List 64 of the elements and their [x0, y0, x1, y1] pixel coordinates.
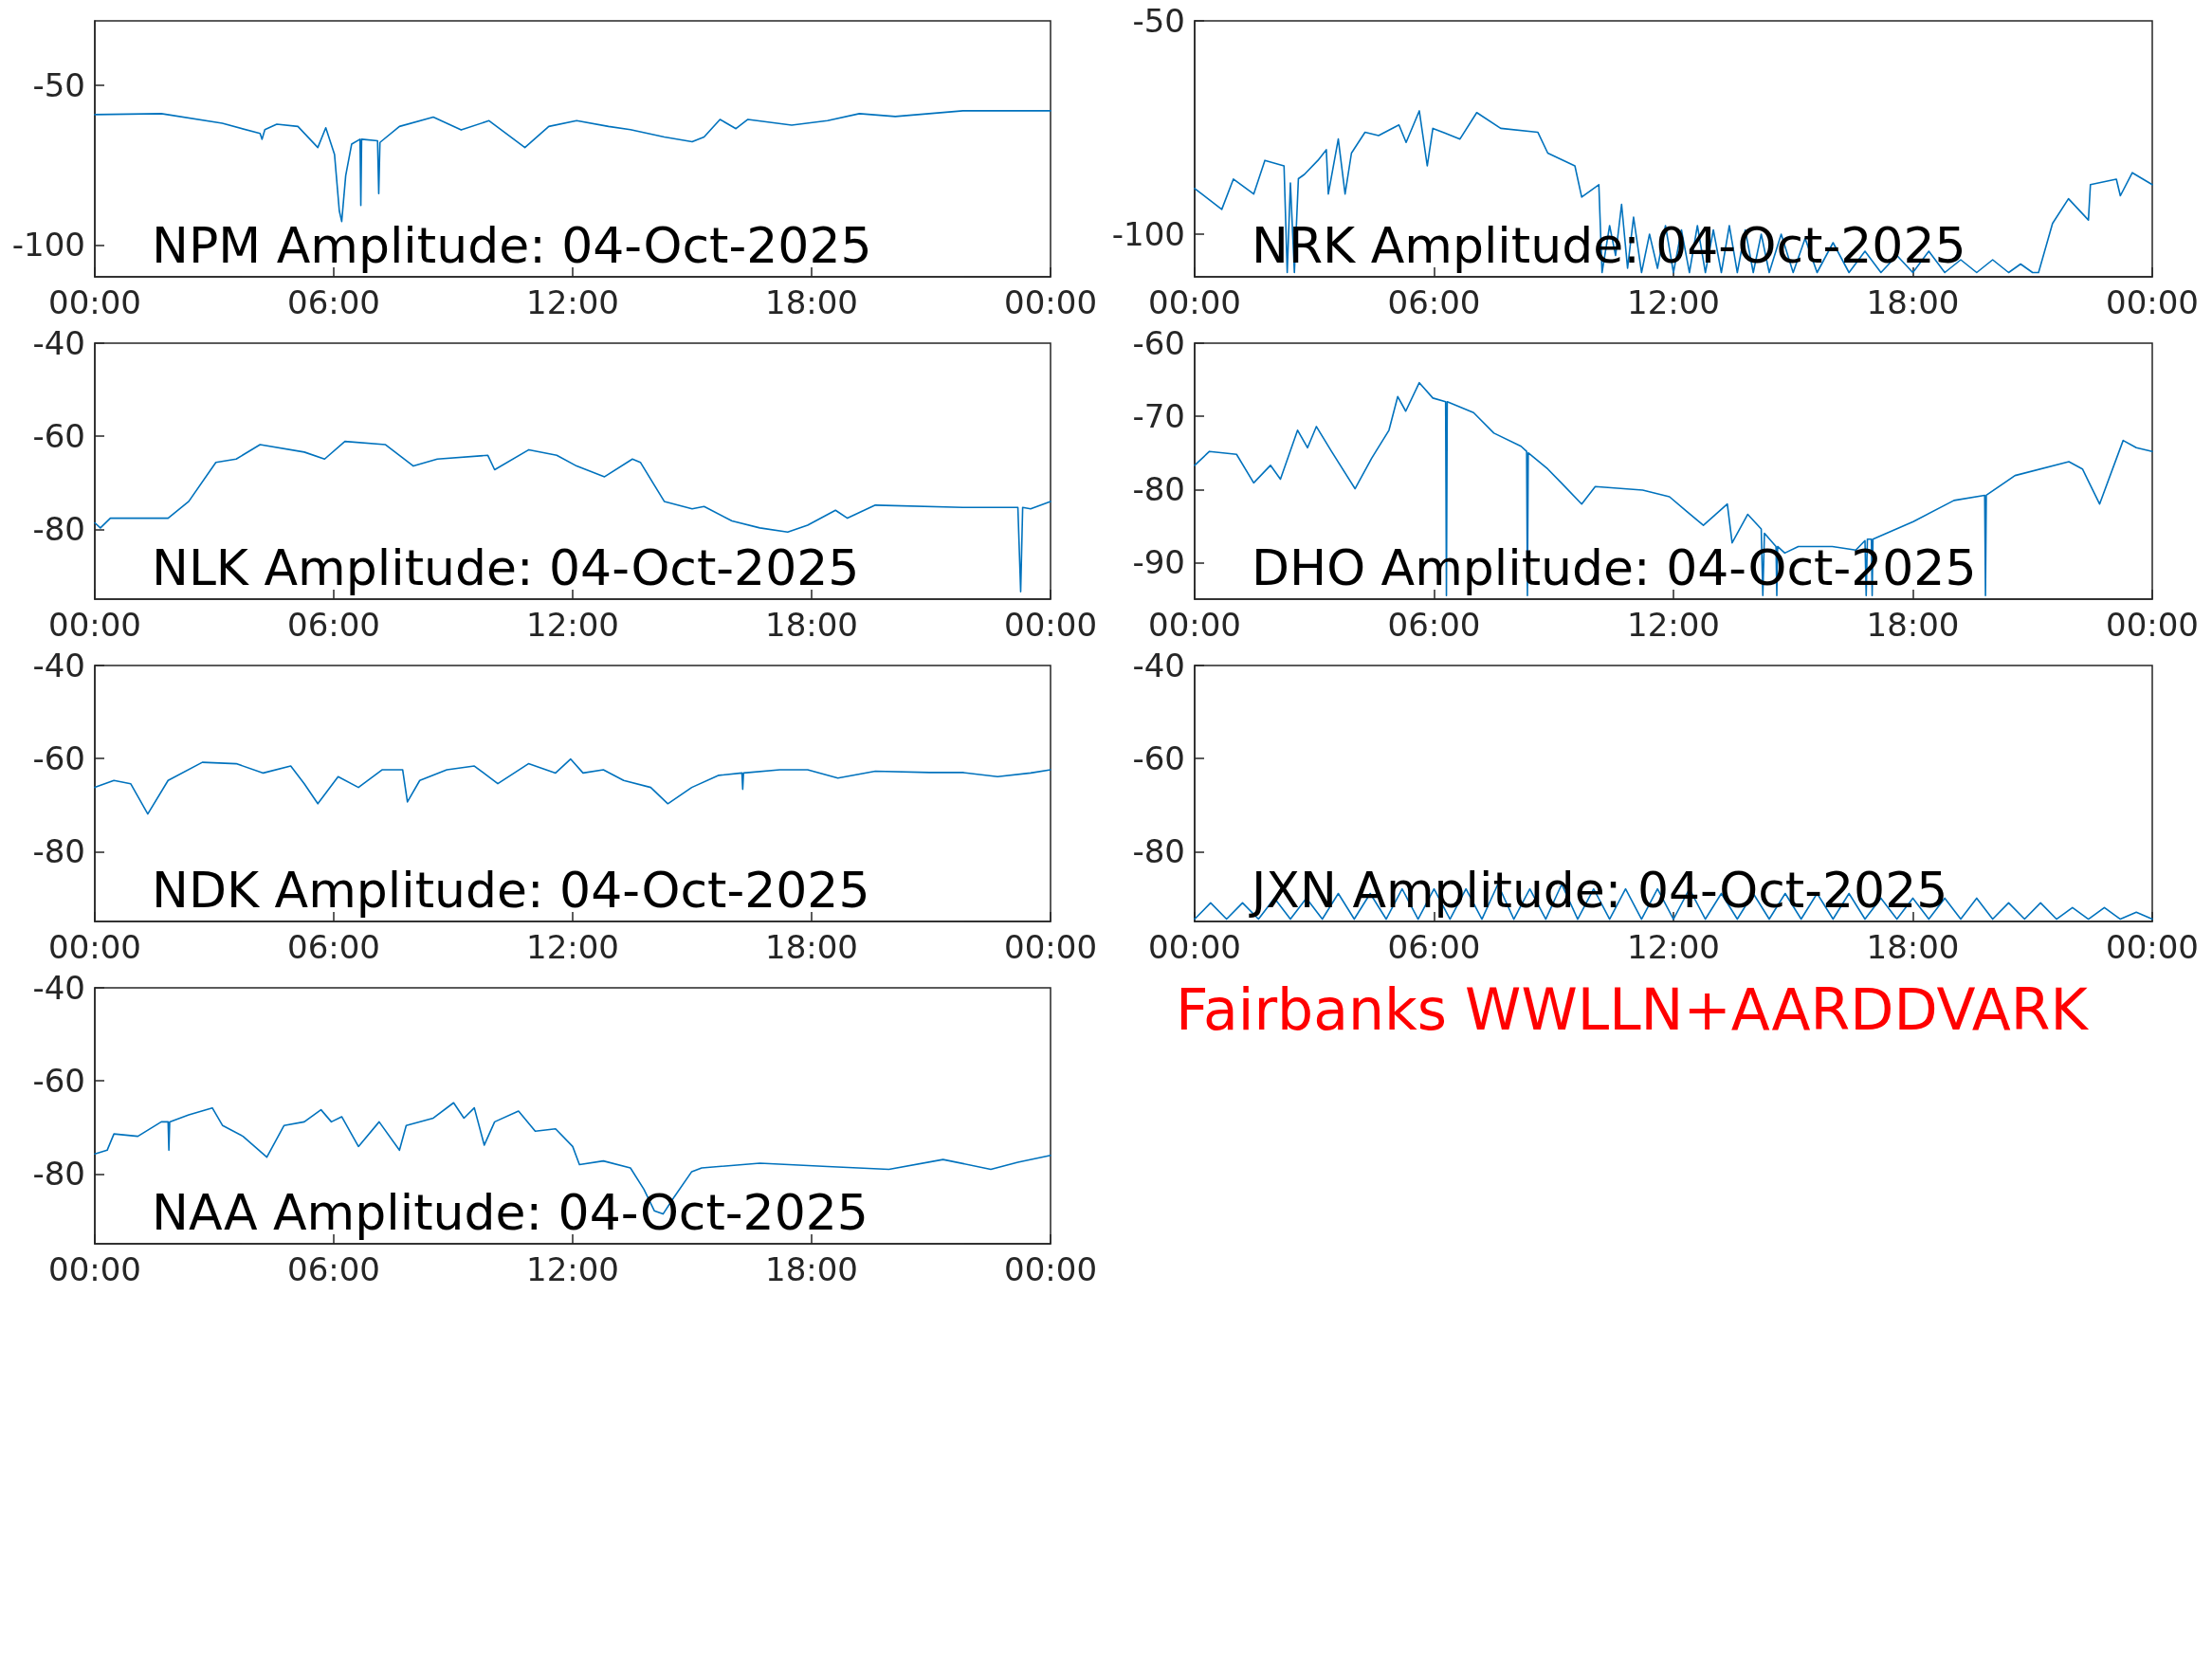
x-tick-label: 00:00 [1148, 283, 1241, 321]
text: NLK Amplitude: 04-Oct-2025 [152, 539, 860, 596]
x-tick-label: 06:00 [287, 606, 380, 644]
x-tick-label: 06:00 [1387, 606, 1481, 644]
x-tick-label: 00:00 [2106, 928, 2199, 966]
x-tick-label: 00:00 [1148, 606, 1241, 644]
y-tick-label: -40 [32, 647, 85, 684]
x-tick-label: 00:00 [1004, 928, 1097, 966]
y-tick-label: -50 [32, 65, 85, 104]
y-tick-label: -60 [32, 417, 85, 456]
x-tick-label: 12:00 [1627, 606, 1720, 644]
text: NDK Amplitude: 04-Oct-2025 [152, 862, 870, 919]
x-tick-label: 06:00 [287, 1250, 380, 1288]
x-tick-label: 12:00 [526, 1250, 619, 1288]
text: NPM Amplitude: 04-Oct-2025 [152, 217, 872, 274]
y-tick-label: -40 [1132, 647, 1185, 684]
text: NAA Amplitude: 04-Oct-2025 [152, 1184, 868, 1241]
x-tick-label: 00:00 [2106, 283, 2199, 321]
text: Fairbanks WWLLN+AARDDVARK [1176, 976, 2088, 1043]
x-tick-label: 12:00 [1627, 928, 1720, 966]
x-tick-label: 00:00 [48, 606, 141, 644]
x-tick-label: 00:00 [2106, 606, 2199, 644]
x-tick-label: 18:00 [1866, 928, 1960, 966]
x-tick-label: 18:00 [765, 606, 858, 644]
y-tick-label: -60 [32, 739, 85, 778]
y-tick-label: -60 [32, 1062, 85, 1101]
x-tick-label: 00:00 [48, 283, 141, 321]
y-tick-label: -60 [1132, 324, 1185, 362]
y-tick-label: -60 [1132, 739, 1185, 778]
x-tick-label: 12:00 [526, 606, 619, 644]
x-tick-label: 12:00 [526, 283, 619, 321]
x-tick-label: 00:00 [48, 928, 141, 966]
x-tick-label: 18:00 [765, 283, 858, 321]
y-tick-label: -100 [1111, 215, 1185, 253]
y-tick-label: -40 [32, 969, 85, 1007]
y-tick-label: -50 [1132, 2, 1185, 40]
y-tick-label: -40 [32, 324, 85, 362]
x-tick-label: 12:00 [1627, 283, 1720, 321]
x-tick-label: 00:00 [1148, 928, 1241, 966]
x-tick-label: 00:00 [1004, 283, 1097, 321]
x-tick-label: 18:00 [765, 1250, 858, 1288]
x-tick-label: 00:00 [1004, 1250, 1097, 1288]
x-tick-label: 06:00 [287, 283, 380, 321]
x-tick-label: 18:00 [1866, 283, 1960, 321]
y-tick-label: -70 [1132, 397, 1185, 436]
y-tick-label: -80 [1132, 470, 1185, 509]
x-tick-label: 00:00 [48, 1250, 141, 1288]
x-tick-label: 06:00 [1387, 283, 1481, 321]
y-tick-label: -80 [1132, 832, 1185, 871]
line-series [94, 757, 1051, 815]
x-tick-label: 06:00 [287, 928, 380, 966]
y-tick-label: -80 [32, 832, 85, 871]
y-tick-label: -100 [11, 226, 85, 264]
x-tick-label: 12:00 [526, 928, 619, 966]
x-tick-label: 06:00 [1387, 928, 1481, 966]
x-tick-label: 18:00 [765, 928, 858, 966]
y-tick-label: -90 [1132, 543, 1185, 582]
y-tick-label: -80 [32, 510, 85, 549]
line-series [1194, 381, 2153, 596]
text: JXN Amplitude: 04-Oct-2025 [1249, 862, 1948, 919]
x-tick-label: 00:00 [1004, 606, 1097, 644]
x-tick-label: 18:00 [1866, 606, 1960, 644]
line-series [94, 110, 1051, 223]
y-tick-label: -80 [32, 1155, 85, 1194]
